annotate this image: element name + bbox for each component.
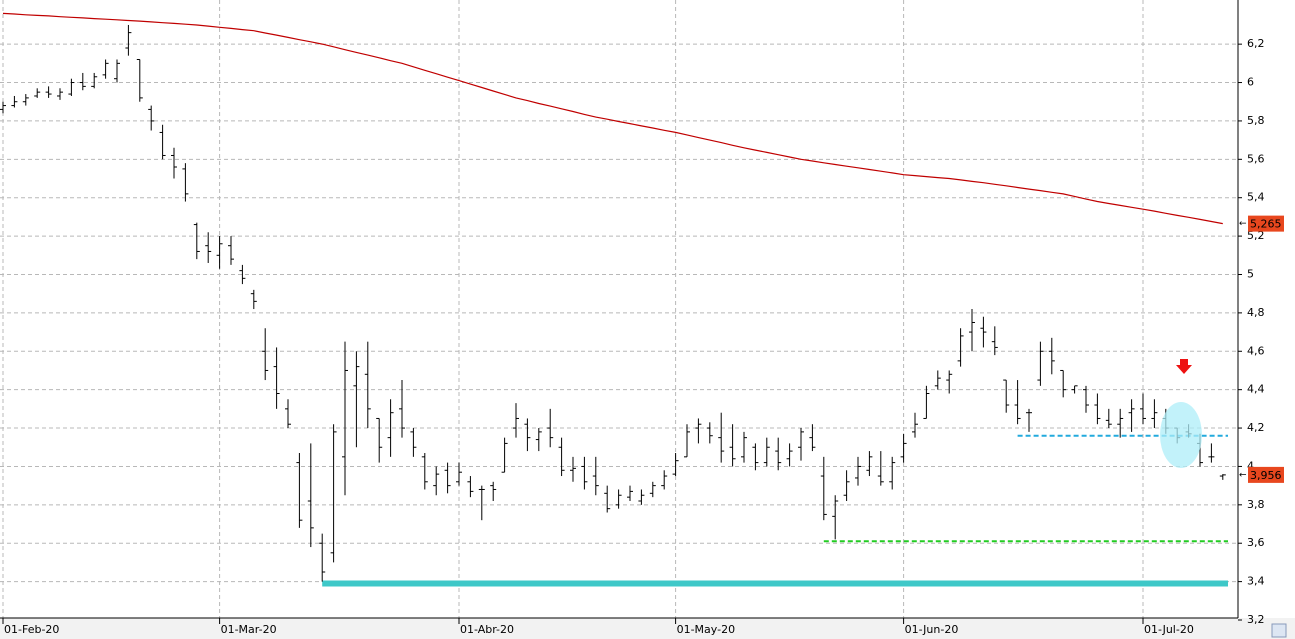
tag-pointer: ← xyxy=(1239,470,1247,480)
plot-area xyxy=(0,0,1238,621)
y-tick-label: 4 xyxy=(1247,459,1254,472)
x-tick-label: 01-Abr-20 xyxy=(460,623,514,636)
highlight-ellipse xyxy=(1160,402,1202,468)
down-arrow xyxy=(1176,359,1192,374)
x-tick-label: 01-Jul-20 xyxy=(1144,623,1194,636)
price-tag-label: 3,956 xyxy=(1250,469,1282,482)
y-tick-label: 5,2 xyxy=(1247,229,1265,242)
corner-icon[interactable] xyxy=(1271,623,1287,638)
y-tick-label: 3,2 xyxy=(1247,613,1265,626)
y-tick-label: 3,6 xyxy=(1247,536,1265,549)
y-tick-label: 3,4 xyxy=(1247,575,1265,588)
x-tick-label: 01-Mar-20 xyxy=(221,623,277,636)
price-tag-label: 5,265 xyxy=(1250,218,1282,231)
y-tick-label: 6 xyxy=(1247,76,1254,89)
tag-pointer: ← xyxy=(1239,219,1247,229)
x-tick-label: 01-Feb-20 xyxy=(4,623,59,636)
y-tick-label: 5 xyxy=(1247,267,1254,280)
x-tick-label: 01-May-20 xyxy=(677,623,735,636)
x-tick-label: 01-Jun-20 xyxy=(905,623,959,636)
moving-average xyxy=(2,12,1223,225)
y-tick-label: 5,4 xyxy=(1247,191,1265,204)
price-tag xyxy=(1248,466,1284,483)
y-tick-label: 4,8 xyxy=(1247,306,1265,319)
y-tick-label: 4,2 xyxy=(1247,421,1265,434)
y-tick-label: 3,8 xyxy=(1247,498,1265,511)
x-axis-strip xyxy=(0,618,1295,639)
y-tick-label: 4,4 xyxy=(1247,383,1265,396)
y-tick-label: 4,6 xyxy=(1247,344,1265,357)
y-tick-label: 5,8 xyxy=(1247,114,1265,127)
y-tick-label: 5,6 xyxy=(1247,152,1265,165)
price-tag xyxy=(1248,215,1284,232)
y-tick-label: 6,2 xyxy=(1247,37,1265,50)
